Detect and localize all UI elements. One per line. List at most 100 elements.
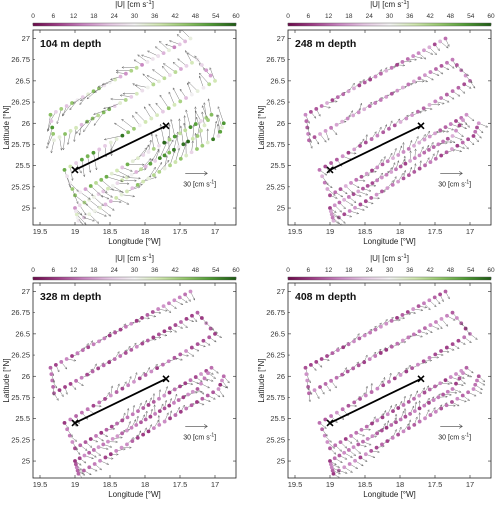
velocity-arrowhead xyxy=(135,372,138,375)
velocity-arrowhead xyxy=(425,332,429,335)
velocity-arrowhead xyxy=(141,54,144,57)
velocity-arrowhead xyxy=(379,126,382,130)
velocity-arrow xyxy=(199,73,210,85)
velocity-arrowhead xyxy=(344,446,348,449)
station-point xyxy=(178,99,183,104)
velocity-arrowhead xyxy=(409,335,412,338)
station-point xyxy=(136,156,140,161)
station-point xyxy=(401,429,406,434)
station-point xyxy=(443,125,448,130)
velocity-arrowhead xyxy=(307,388,310,391)
station-point xyxy=(48,112,53,117)
velocity-arrowhead xyxy=(351,191,354,194)
station-point xyxy=(67,180,72,185)
velocity-arrowhead xyxy=(480,387,483,391)
velocity-arrowhead xyxy=(216,123,220,127)
velocity-arrow xyxy=(93,109,110,115)
velocity-arrow xyxy=(80,91,94,101)
station-point xyxy=(97,339,101,344)
velocity-arrowhead xyxy=(201,105,205,108)
velocity-arrowhead xyxy=(119,200,122,204)
station-point xyxy=(471,134,476,138)
station-point xyxy=(406,82,411,87)
colorbar-tick-label: 12 xyxy=(70,267,78,274)
velocity-arrowhead xyxy=(111,188,114,191)
velocity-arrowhead xyxy=(86,96,90,100)
velocity-arrowhead xyxy=(144,168,147,171)
station-point xyxy=(475,378,479,383)
station-point xyxy=(406,426,411,431)
station-point xyxy=(115,421,119,426)
station-point xyxy=(439,63,444,68)
station-point xyxy=(423,326,427,331)
station-point xyxy=(118,101,123,105)
velocity-arrow xyxy=(188,81,198,92)
velocity-arrowhead xyxy=(194,106,197,109)
station-point xyxy=(387,126,391,131)
station-point xyxy=(352,400,357,405)
station-point xyxy=(358,202,363,207)
velocity-arrow xyxy=(196,117,202,131)
velocity-arrowhead xyxy=(54,385,58,389)
station-point xyxy=(412,143,416,148)
station-point xyxy=(417,140,422,145)
velocity-arrowhead xyxy=(62,147,65,151)
station-point xyxy=(455,396,460,401)
colorbar: |U| [cm s-1]0 6 12 18 24 30 36 42 48 54 60 xyxy=(286,0,495,27)
station-point xyxy=(70,354,74,358)
station-point xyxy=(406,146,411,151)
velocity-arrowhead xyxy=(174,306,177,309)
velocity-arrowhead xyxy=(402,410,405,414)
velocity-arrow xyxy=(121,194,135,197)
station-point xyxy=(421,106,426,111)
station-point xyxy=(68,129,73,133)
scale-arrowhead xyxy=(204,171,208,176)
velocity-arrowhead xyxy=(165,386,168,389)
station-point xyxy=(349,181,353,185)
velocity-arrowhead xyxy=(334,385,337,389)
station-point xyxy=(389,318,394,323)
colorbar-label: |U| [cm s-1] xyxy=(370,254,409,263)
velocity-arrowhead xyxy=(217,114,220,117)
velocity-arrowhead xyxy=(472,85,476,89)
velocity-arrowhead xyxy=(349,441,353,444)
velocity-arrowhead xyxy=(339,449,343,452)
velocity-arrowhead xyxy=(365,205,369,208)
data-layer xyxy=(303,289,486,478)
velocity-arrow xyxy=(172,87,181,102)
velocity-arrowhead xyxy=(185,300,188,303)
velocity-arrow xyxy=(195,133,198,150)
velocity-arrow xyxy=(217,106,224,124)
station-point xyxy=(417,166,422,171)
station-point xyxy=(200,396,205,401)
station-point xyxy=(129,94,134,99)
x-tick-label: 19.5 xyxy=(288,227,303,236)
station-point xyxy=(123,71,128,76)
velocity-arrowhead xyxy=(154,338,157,341)
station-point xyxy=(396,179,401,184)
station-point xyxy=(216,134,221,138)
station-point xyxy=(323,382,328,386)
station-point xyxy=(400,338,405,343)
velocity-arrowhead xyxy=(164,399,167,403)
velocity-arrowhead xyxy=(359,142,362,145)
velocity-arrowhead xyxy=(467,125,470,128)
velocity-arrowhead xyxy=(393,66,397,69)
colorbar-tick-label: 6 xyxy=(51,13,55,20)
station-point xyxy=(167,137,172,142)
velocity-arrowhead xyxy=(469,375,473,378)
station-point xyxy=(134,170,139,174)
velocity-arrow xyxy=(137,54,148,63)
velocity-arrow xyxy=(62,102,73,116)
velocity-arrowhead xyxy=(92,219,95,222)
velocity-arrowhead xyxy=(358,451,361,454)
colorbar-tick-label: 48 xyxy=(447,13,455,20)
station-point xyxy=(91,403,96,408)
station-point xyxy=(137,376,142,381)
station-point xyxy=(173,323,178,327)
velocity-arrowhead xyxy=(198,75,202,79)
station-point xyxy=(67,433,72,438)
velocity-arrowhead xyxy=(128,420,131,424)
y-tick-label: 25 xyxy=(22,457,30,466)
velocity-arrowhead xyxy=(338,216,341,220)
